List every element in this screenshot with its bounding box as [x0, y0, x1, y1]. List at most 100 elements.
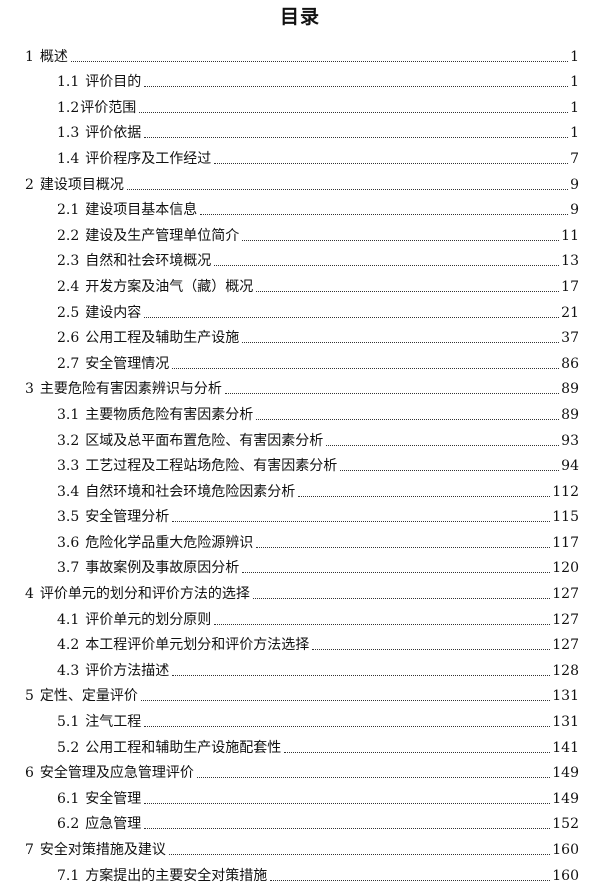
- entry-page-number: 89: [561, 406, 579, 423]
- entry-title: 公用工程及辅助生产设施: [85, 330, 240, 347]
- entry-page-number: 160: [552, 867, 579, 884]
- entry-title: 评价依据: [85, 125, 142, 142]
- entry-title: 事故案例及事故原因分析: [85, 560, 240, 577]
- toc-section-entry[interactable]: 3.5 安全管理分析 115: [0, 501, 600, 527]
- toc-chapter-entry[interactable]: 1 概述 1: [0, 40, 600, 66]
- entry-number: 1.2: [57, 99, 80, 116]
- entry-number: 3.4: [57, 483, 80, 500]
- entry-page-number: 112: [552, 483, 579, 500]
- entry-number: 1: [25, 48, 34, 65]
- toc-section-entry[interactable]: 4.3 评价方法描述 128: [0, 654, 600, 680]
- toc-section-entry[interactable]: 5.1 注气工程 131: [0, 705, 600, 731]
- toc-section-entry[interactable]: 3.4 自然环境和社会环境危险因素分析 112: [0, 475, 600, 501]
- dot-leader: [196, 776, 551, 779]
- entry-title: 危险化学品重大危险源辨识: [85, 534, 254, 551]
- toc-section-entry[interactable]: 2.4 开发方案及油气（藏）概况 17: [0, 270, 600, 296]
- toc-chapter-entry[interactable]: 4 评价单元的划分和评价方法的选择 127: [0, 577, 600, 603]
- toc-chapter-entry[interactable]: 7 安全对策措施及建议 160: [0, 833, 600, 859]
- toc-section-entry[interactable]: 1.3 评价依据 1: [0, 117, 600, 143]
- entry-number: 1.1: [57, 74, 80, 91]
- entry-page-number: 141: [552, 739, 579, 756]
- dot-leader: [326, 444, 560, 446]
- entry-page-number: 37: [561, 330, 579, 347]
- toc-section-entry[interactable]: 3.6 危险化学品重大危险源辨识 117: [0, 526, 600, 552]
- toc-section-entry[interactable]: 1.4 评价程序及工作经过 7: [0, 142, 600, 168]
- toc-section-entry[interactable]: 3.2 区域及总平面布置危险、有害因素分析 93: [0, 424, 600, 450]
- dot-leader: [214, 623, 551, 625]
- toc-section-entry[interactable]: 2.3 自然和社会环境概况 13: [0, 245, 600, 271]
- dot-leader: [144, 802, 551, 804]
- entry-title: 方案提出的主要安全对策措施: [85, 867, 268, 884]
- toc-section-entry[interactable]: 5.2 公用工程和辅助生产设施配套性 141: [0, 731, 600, 757]
- entry-title: 评价单元的划分原则: [85, 611, 212, 628]
- toc-chapter-entry[interactable]: 6 安全管理及应急管理评价 149: [0, 757, 600, 783]
- toc-section-entry[interactable]: 7.1 方案提出的主要安全对策措施 160: [0, 859, 600, 885]
- entry-number: 3.2: [57, 432, 80, 449]
- dot-leader: [298, 495, 551, 497]
- entry-page-number: 94: [561, 458, 579, 475]
- entry-number: 2.5: [57, 304, 80, 321]
- toc-section-entry[interactable]: 2.1 建设项目基本信息 9: [0, 194, 600, 220]
- toc-section-entry[interactable]: 2.6 公用工程及辅助生产设施 37: [0, 322, 600, 348]
- entry-title: 工艺过程及工程站场危险、有害因素分析: [85, 458, 338, 475]
- entry-number: 2.2: [57, 227, 80, 244]
- toc-section-entry[interactable]: 4.2 本工程评价单元划分和评价方法选择 127: [0, 629, 600, 655]
- entry-page-number: 128: [552, 662, 579, 679]
- toc-section-entry[interactable]: 3.1 主要物质危险有害因素分析 89: [0, 398, 600, 424]
- entry-page-number: 7: [570, 150, 579, 167]
- dot-leader: [172, 674, 551, 676]
- dot-leader: [214, 162, 569, 164]
- entry-page-number: 93: [561, 432, 579, 449]
- entry-number: 3.1: [57, 406, 80, 423]
- dot-leader: [126, 188, 569, 190]
- toc-section-entry[interactable]: 2.2 建设及生产管理单位简介 11: [0, 219, 600, 245]
- dot-leader: [168, 853, 551, 855]
- entry-number: 2.6: [57, 330, 80, 347]
- entry-title: 公用工程和辅助生产设施配套性: [85, 739, 282, 756]
- entry-number: 7: [25, 842, 34, 858]
- dot-leader: [144, 85, 569, 88]
- entry-title: 开发方案及油气（藏）概况: [85, 278, 254, 295]
- toc-chapter-entry[interactable]: 5 定性、定量评价 131: [0, 680, 600, 706]
- dot-leader: [340, 469, 560, 472]
- dot-leader: [172, 367, 560, 369]
- toc-section-entry[interactable]: 3.3 工艺过程及工程站场危险、有害因素分析 94: [0, 450, 600, 476]
- entry-title: 安全管理及应急管理评价: [39, 765, 194, 782]
- entry-page-number: 1: [570, 99, 579, 116]
- table-of-contents: 1 概述 1 1.1 评价目的 1 1.2 评价范围 1 1.3 评价依据 1 1.4 评价程序及工作经过…: [0, 40, 600, 885]
- dot-leader: [139, 111, 569, 113]
- toc-title: 目录: [279, 6, 320, 28]
- entry-title: 建设内容: [85, 304, 142, 321]
- entry-number: 2.1: [57, 202, 80, 219]
- entry-number: 6.1: [57, 790, 80, 807]
- entry-title: 安全管理分析: [85, 509, 170, 526]
- toc-section-entry[interactable]: 2.5 建设内容 21: [0, 296, 600, 322]
- dot-leader: [242, 239, 560, 241]
- toc-section-entry[interactable]: 2.7 安全管理情况 86: [0, 347, 600, 373]
- entry-title: 自然和社会环境概况: [85, 253, 212, 270]
- toc-chapter-entry[interactable]: 2 建设项目概况 9: [0, 168, 600, 194]
- entry-title: 区域及总平面布置危险、有害因素分析: [85, 432, 324, 449]
- toc-section-entry[interactable]: 1.1 评价目的 1: [0, 66, 600, 92]
- dot-leader: [242, 341, 560, 344]
- toc-section-entry[interactable]: 4.1 评价单元的划分原则 127: [0, 603, 600, 629]
- toc-section-entry[interactable]: 3.7 事故案例及事故原因分析 120: [0, 552, 600, 578]
- toc-section-entry[interactable]: 6.1 安全管理 149: [0, 782, 600, 808]
- entry-page-number: 127: [552, 586, 579, 603]
- entry-page-number: 149: [552, 765, 579, 782]
- toc-chapter-entry[interactable]: 3 主要危险有害因素辨识与分析 89: [0, 373, 600, 399]
- entry-title: 建设及生产管理单位简介: [85, 227, 240, 244]
- toc-section-entry[interactable]: 6.2 应急管理 152: [0, 808, 600, 834]
- entry-number: 2.3: [57, 253, 80, 270]
- entry-page-number: 152: [552, 816, 579, 833]
- entry-number: 5.1: [57, 714, 80, 731]
- entry-page-number: 9: [570, 202, 579, 219]
- entry-title: 评价单元的划分和评价方法的选择: [39, 586, 250, 603]
- dot-leader: [312, 648, 551, 651]
- entry-number: 2.7: [57, 355, 80, 372]
- dot-leader: [284, 751, 551, 753]
- toc-section-entry[interactable]: 1.2 评价范围 1: [0, 91, 600, 117]
- entry-page-number: 1: [570, 74, 579, 91]
- entry-number: 1.4: [57, 150, 80, 167]
- entry-title: 概述: [39, 48, 68, 65]
